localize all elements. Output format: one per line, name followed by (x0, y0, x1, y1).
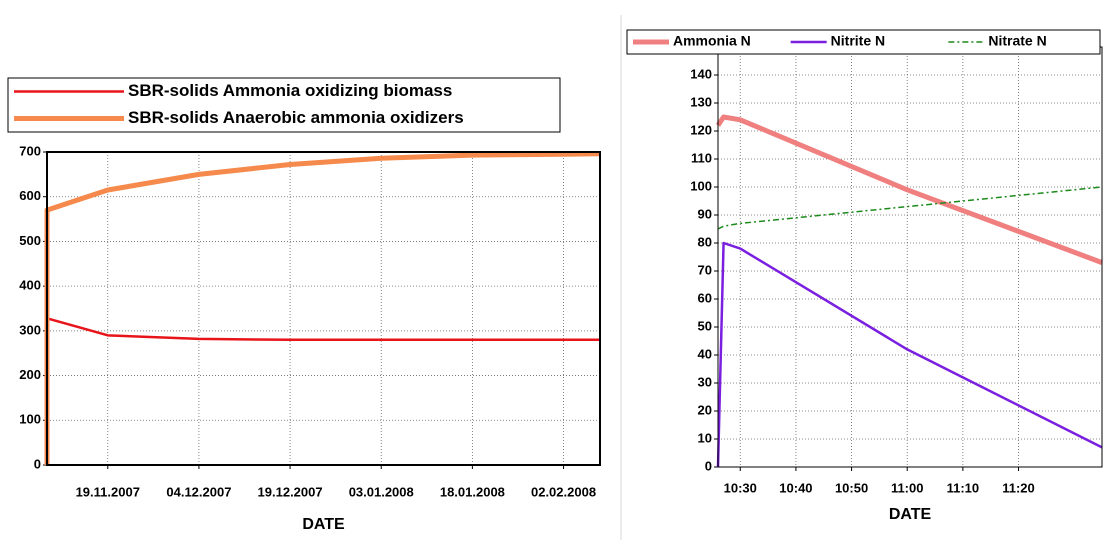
plot-frame (46, 151, 601, 466)
y-tick-label: 50 (698, 318, 712, 333)
x-tick-label: 19.11.2007 (76, 484, 140, 499)
x-tick-label: 10:40 (779, 480, 812, 495)
y-tick-label: 100 (19, 412, 41, 427)
x-tick-label: 11:20 (1002, 480, 1035, 495)
y-tick-label: 70 (698, 262, 712, 277)
x-tick-label: 19.12.2007 (258, 484, 323, 499)
y-tick-label: 200 (19, 367, 41, 382)
legend-label: Ammonia N (673, 33, 751, 49)
x-tick-label: 11:10 (947, 480, 980, 495)
y-tick-label: 500 (19, 233, 41, 248)
legend-box (7, 77, 561, 133)
plot-frame (717, 46, 1103, 468)
y-tick-label: 600 (19, 188, 41, 203)
x-tick-label: 04.12.2007 (166, 484, 231, 499)
y-tick-label: 140 (690, 66, 712, 81)
y-tick-label: 0 (34, 456, 41, 471)
legend-label: Nitrite N (831, 33, 885, 49)
y-tick-label: 0 (705, 458, 712, 473)
legend-label: Nitrate N (988, 33, 1046, 49)
x-tick-label: 18.01.2008 (440, 484, 505, 499)
y-tick-label: 130 (690, 94, 712, 109)
y-tick-label: 300 (19, 322, 41, 337)
x-tick-label: 10:50 (835, 480, 868, 495)
legend-label: SBR-solids Ammonia oxidizing biomass (128, 81, 452, 100)
y-tick-label: 110 (691, 150, 712, 165)
y-tick-label: 30 (698, 374, 712, 389)
y-tick-label: 10 (698, 430, 712, 445)
x-tick-label: 11:00 (891, 480, 924, 495)
series-line (45, 317, 600, 465)
y-tick-label: 120 (690, 122, 712, 137)
y-tick-label: 80 (698, 234, 712, 249)
y-tick-label: 700 (19, 143, 41, 158)
x-tick-label: 02.02.2008 (531, 484, 596, 499)
y-tick-label: 400 (19, 278, 41, 293)
series-line (717, 186, 1103, 230)
y-tick-label: 20 (698, 402, 712, 417)
x-tick-label: 03.01.2008 (349, 484, 414, 499)
legend-label: SBR-solids Anaerobic ammonia oxidizers (128, 108, 464, 127)
x-axis-label: DATE (889, 506, 932, 523)
series-line (715, 114, 1103, 265)
y-tick-label: 90 (698, 206, 712, 221)
series-line (716, 241, 1103, 468)
legend-box (626, 29, 1101, 55)
x-tick-label: 10:30 (724, 480, 757, 495)
y-tick-label: 100 (690, 178, 712, 193)
y-tick-label: 60 (698, 290, 712, 305)
x-axis-label: DATE (302, 516, 345, 533)
y-tick-label: 40 (698, 346, 712, 361)
series-line (44, 151, 601, 465)
